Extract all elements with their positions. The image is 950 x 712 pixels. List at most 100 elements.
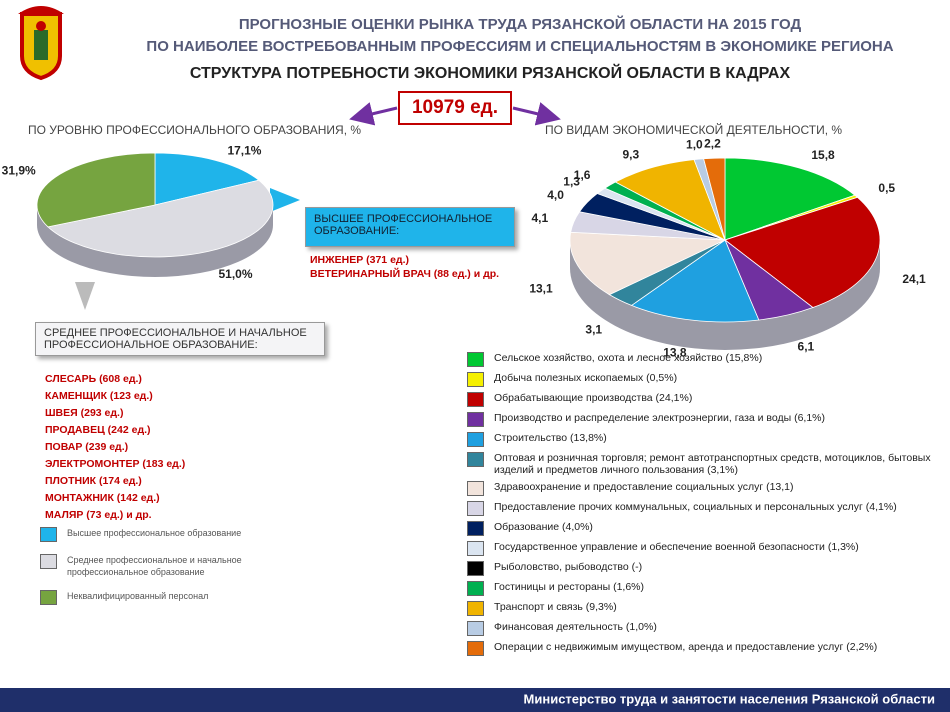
legend-entry: Рыболовство, рыбоводство (-) [467,561,942,576]
data-label: 31,9% [2,164,36,178]
legend-label: Гостиницы и рестораны (1,6%) [494,581,644,593]
legend-swatch [467,641,484,656]
data-label: 13,8 [663,346,687,360]
pie-slice [47,179,274,258]
pie-slice [724,196,881,308]
box-title: ВЫСШЕЕ ПРОФЕССИОНАЛЬНОЕ ОБРАЗОВАНИЕ: [314,213,493,237]
legend-swatch [467,541,484,556]
profession: ПРОДАВЕЦ (242 ед.) [45,424,151,436]
legend-swatch [467,392,484,407]
legend-entry: Обрабатывающие производства (24,1%) [467,392,942,407]
data-label: 6,1 [798,340,815,354]
total: 10979 ед. [412,97,498,118]
legend-entry: Производство и распределение электроэнер… [467,412,942,427]
profession: МОНТАЖНИК (142 ед.) [45,492,160,504]
total-box [398,91,512,125]
secondary-list: СЛЕСАРЬ (608 ед.) КАМЕНЩИК (123 ед.) ШВЕЯ … [45,372,185,525]
pie-slice [724,157,856,241]
legend-entry: Образование (4,0%) [467,521,942,536]
title-line: ПО НАИБОЛЕЕ ВОСТРЕБОВАННЫМ ПРОФЕССИЯМ И … [146,38,893,55]
chart-title: ПО УРОВНЮ ПРОФЕССИОНАЛЬНОГО ОБРАЗОВАНИЯ,… [28,123,361,137]
data-label: 9,3 [622,148,639,162]
pie-slice [36,152,156,228]
legend-entry: Операции с недвижимым имуществом, аренда… [467,641,942,656]
profession: КАМЕНЩИК (123 ед.) [45,390,153,402]
data-label: 3,1 [585,322,602,336]
legend-entry: Здравоохранение и предоставление социаль… [467,481,942,496]
legend-label: Оптовая и розничная торговля; ремонт авт… [494,452,931,476]
legend-label: Добыча полезных ископаемых (0,5%) [494,372,678,384]
legend-label: Производство и распределение электроэнер… [494,412,826,424]
legend-swatch [467,521,484,536]
arrow [349,102,398,126]
legend-swatch [467,412,484,427]
legend-label: Обрабатывающие производства (24,1%) [494,392,693,404]
data-label: 51,0% [218,267,252,281]
arrow [75,282,95,310]
legend-label: Здравоохранение и предоставление социаль… [494,481,794,493]
legend-label: Операции с недвижимым имуществом, аренда… [494,641,878,653]
data-label: 13,1 [529,282,553,296]
title-line: ПРОГНОЗНЫЕ ОЦЕНКИ РЫНКА ТРУДА РЯЗАНСКОЙ … [239,15,802,33]
pie-slice [630,239,760,323]
legend-entry: Государственное управление и обеспечение… [467,541,942,556]
legend-label: Среднее профессиональное и начальное про… [67,555,242,577]
data-label: 1,6 [574,168,591,182]
data-label: 24,1 [902,272,926,286]
legend-entry: Оптовая и розничная торговля; ремонт авт… [467,452,942,476]
pie-slice [614,159,726,241]
chart-title: ПО ВИДАМ ЭКОНОМИЧЕСКОЙ ДЕЯТЕЛЬНОСТИ, % [545,122,842,137]
legend-swatch [40,527,57,542]
legend-entry: Строительство (13,8%) [467,432,942,447]
legend-label: Транспорт и связь (9,3%) [494,601,617,613]
profession: ВЕТЕРИНАРНЫЙ ВРАЧ (88 ед.) и др. [310,268,500,280]
legend-label: Финансовая деятельность (1,0%) [494,621,657,633]
footer: Министерство труда и занятости населения… [524,691,935,706]
legend-label: Образование (4,0%) [494,521,593,533]
data-label: 17,1% [227,144,261,158]
higher-box: ВЫСШЕЕ ПРОФЕССИОНАЛЬНОЕ ОБРАЗОВАНИЕ: [305,207,515,247]
legend-swatch [467,601,484,616]
legend-label: Предоставление прочих коммунальных, соци… [494,501,897,513]
legend-entry: Гостиницы и рестораны (1,6%) [467,581,942,596]
profession: ИНЖЕНЕР (371 ед.) [310,254,409,266]
data-label: 1,3 [563,175,580,189]
legend-swatch [467,621,484,636]
profession: СЛЕСАРЬ (608 ед.) [45,373,142,385]
data-label: 15,8 [811,148,835,162]
legend-swatch [467,372,484,387]
legend-entry: Среднее профессиональное и начальное про… [40,554,270,578]
footer-bar [0,688,950,712]
pie-slice [569,231,726,296]
data-label: 2,2 [704,136,721,150]
data-label: 1,0 [686,138,703,152]
higher-list: ИНЖЕНЕР (371 ед.) ВЕТЕРИНАРНЫЙ ВРАЧ (88 … [310,253,499,281]
legend-swatch [467,501,484,516]
coat-of-arms [18,6,64,81]
profession: ШВЕЯ (293 ед.) [45,407,124,419]
legend-label: Неквалифицированный персонал [67,591,209,601]
legend-swatch [467,581,484,596]
legend-entry: Сельское хозяйство, охота и лесное хозяй… [467,352,942,367]
legend-swatch [467,481,484,496]
legend-swatch [467,432,484,447]
legend: Сельское хозяйство, охота и лесное хозяй… [467,352,942,661]
legend-label: Строительство (13,8%) [494,432,607,444]
legend-label: Государственное управление и обеспечение… [494,541,859,553]
data-label: 4,1 [531,211,548,225]
legend-swatch [467,352,484,367]
legend-label: Рыболовство, рыбоводство (-) [494,561,643,573]
pie-slice [154,152,260,206]
legend-entry: Высшее профессиональное образование [40,527,270,542]
secondary-box: СРЕДНЕЕ ПРОФЕССИОНАЛЬНОЕ И НАЧАЛЬНОЕ ПРО… [35,322,325,356]
legend: Высшее профессиональное образование Средн… [40,527,270,617]
legend-swatch [467,561,484,576]
profession: ЭЛЕКТРОМОНТЕР (183 ед.) [45,458,186,470]
legend-label: Сельское хозяйство, охота и лесное хозяй… [494,352,763,364]
pie-slice [703,157,726,241]
subtitle: СТРУКТУРА ПОТРЕБНОСТИ ЭКОНОМИКИ РЯЗАНСКО… [190,63,791,82]
legend-entry: Транспорт и связь (9,3%) [467,601,942,616]
profession: ПЛОТНИК (174 ед.) [45,475,142,487]
